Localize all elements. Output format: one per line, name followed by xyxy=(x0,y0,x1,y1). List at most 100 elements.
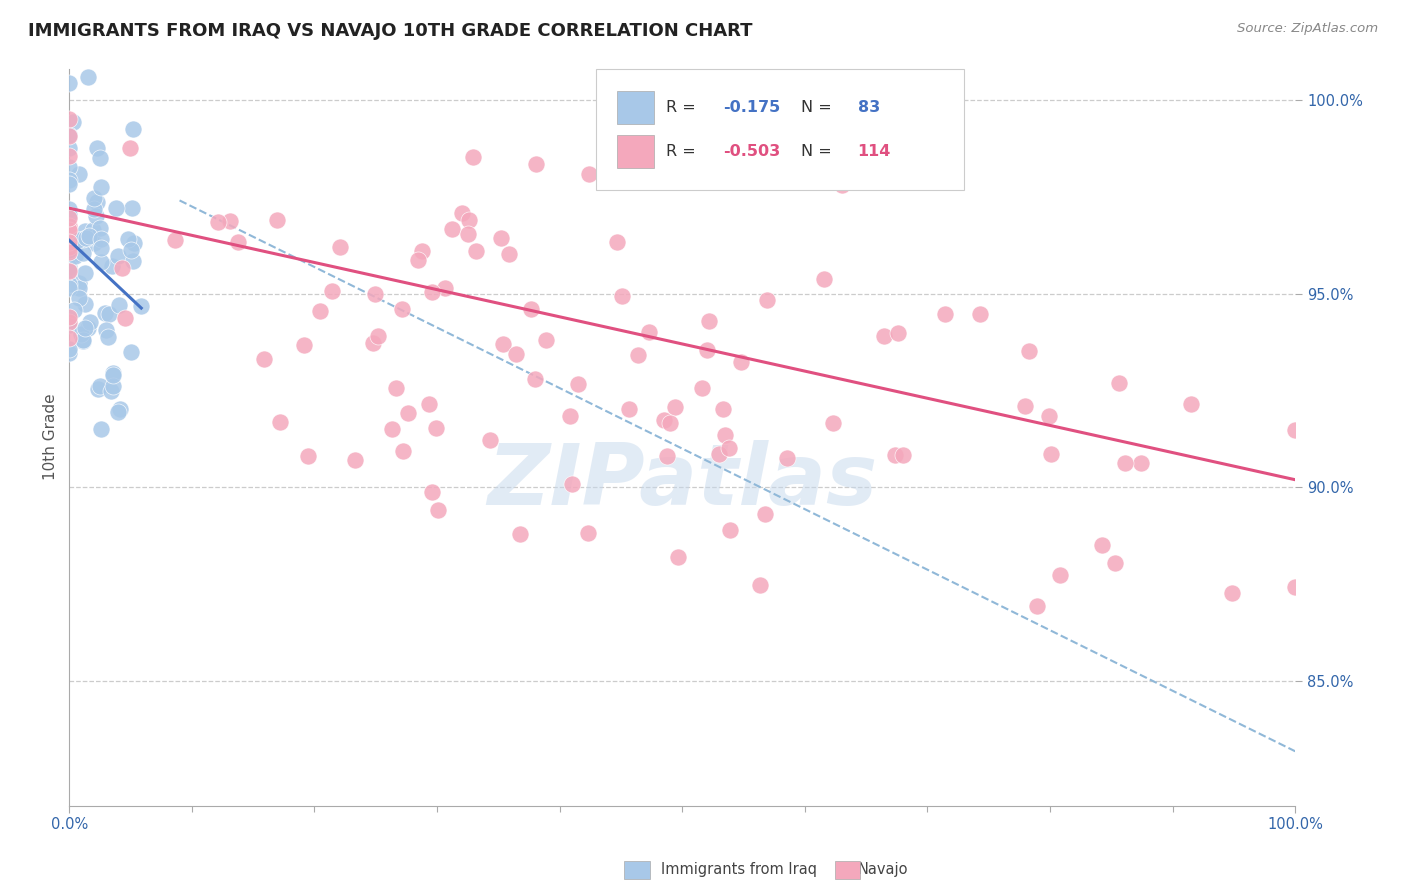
Point xyxy=(697,313,720,327)
Point xyxy=(107,249,129,263)
Point xyxy=(457,227,479,242)
Point xyxy=(690,381,713,395)
Point xyxy=(108,401,131,416)
Point xyxy=(79,229,101,244)
Point xyxy=(730,355,752,369)
Point xyxy=(578,167,600,181)
Point xyxy=(934,307,956,321)
Text: ZIPatlas: ZIPatlas xyxy=(486,440,877,523)
Point xyxy=(118,141,141,155)
Point xyxy=(536,333,558,347)
Point xyxy=(90,232,112,246)
Point xyxy=(520,302,543,317)
Point xyxy=(58,128,80,143)
Point xyxy=(58,202,80,216)
Text: -0.503: -0.503 xyxy=(723,145,780,160)
Point xyxy=(509,526,531,541)
Point xyxy=(58,244,80,259)
Point xyxy=(309,304,332,318)
Point xyxy=(1180,397,1202,411)
Point xyxy=(58,243,80,257)
Point xyxy=(969,307,991,321)
Point xyxy=(77,70,100,84)
Point xyxy=(1018,343,1040,358)
Point xyxy=(406,253,429,268)
Text: Source: ZipAtlas.com: Source: ZipAtlas.com xyxy=(1237,22,1378,36)
Point xyxy=(714,427,737,442)
Text: N =: N = xyxy=(801,145,837,160)
Text: Immigrants from Iraq: Immigrants from Iraq xyxy=(661,863,817,877)
Point xyxy=(114,311,136,326)
Point xyxy=(83,191,105,205)
Point xyxy=(58,263,80,277)
Point xyxy=(1038,409,1060,423)
Point xyxy=(100,384,122,399)
Point xyxy=(420,484,443,499)
Point xyxy=(58,141,80,155)
Point xyxy=(524,157,547,171)
Point xyxy=(72,232,94,246)
Text: IMMIGRANTS FROM IRAQ VS NAVAJO 10TH GRADE CORRELATION CHART: IMMIGRANTS FROM IRAQ VS NAVAJO 10TH GRAD… xyxy=(28,22,752,40)
Point xyxy=(58,240,80,254)
Point xyxy=(218,214,240,228)
Point xyxy=(58,315,80,329)
Point xyxy=(707,447,730,461)
Point xyxy=(67,281,90,295)
Point xyxy=(489,230,512,244)
Point xyxy=(655,449,678,463)
Point xyxy=(84,209,107,223)
Point xyxy=(63,39,86,54)
Point xyxy=(62,115,84,129)
Point xyxy=(75,321,97,335)
Text: 114: 114 xyxy=(858,145,891,160)
Point xyxy=(666,549,689,564)
Point xyxy=(297,449,319,463)
Point xyxy=(1220,586,1243,600)
FancyBboxPatch shape xyxy=(596,69,965,190)
Point xyxy=(253,352,276,367)
Point xyxy=(60,236,83,251)
Bar xyxy=(617,91,654,124)
Point xyxy=(117,232,139,246)
Point xyxy=(1114,456,1136,470)
Point xyxy=(561,477,583,491)
Point xyxy=(58,160,80,174)
Point xyxy=(1284,580,1306,594)
Point xyxy=(75,266,97,280)
Point xyxy=(72,334,94,349)
Text: N =: N = xyxy=(801,100,837,115)
Text: R =: R = xyxy=(666,145,702,160)
Point xyxy=(65,246,87,260)
Point xyxy=(616,161,638,176)
Point xyxy=(364,287,387,301)
Point xyxy=(58,128,80,143)
Point xyxy=(434,281,457,295)
Point xyxy=(418,397,440,411)
Point xyxy=(381,421,404,435)
Point xyxy=(67,276,90,290)
Point xyxy=(696,343,718,357)
Point xyxy=(70,326,93,341)
Point xyxy=(122,122,145,136)
Point xyxy=(67,167,90,181)
Point xyxy=(776,451,799,466)
Point xyxy=(465,244,488,259)
Point xyxy=(451,206,474,220)
Point xyxy=(79,315,101,329)
Point xyxy=(97,330,120,344)
Point xyxy=(108,298,131,312)
Point xyxy=(120,243,142,257)
Point xyxy=(361,335,384,350)
Point xyxy=(756,293,779,308)
Point xyxy=(748,578,770,592)
Point xyxy=(1026,599,1049,613)
Point xyxy=(73,224,96,238)
Point xyxy=(58,312,80,326)
Point xyxy=(65,233,87,247)
Point xyxy=(1049,567,1071,582)
Point xyxy=(884,448,907,462)
Point xyxy=(86,195,108,210)
Point xyxy=(658,416,681,430)
Point xyxy=(90,422,112,436)
Point xyxy=(754,508,776,522)
